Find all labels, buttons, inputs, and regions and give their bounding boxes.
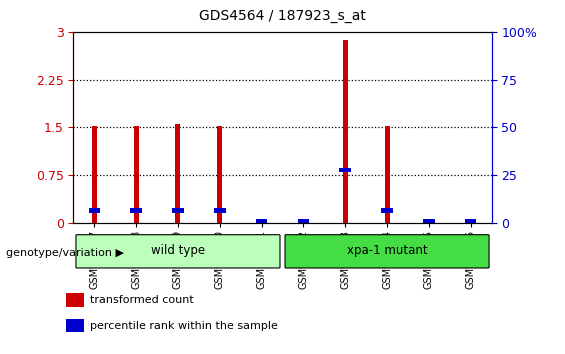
Bar — [298, 219, 309, 223]
Text: genotype/variation ▶: genotype/variation ▶ — [6, 248, 124, 258]
Bar — [343, 40, 347, 223]
Text: GDS4564 / 187923_s_at: GDS4564 / 187923_s_at — [199, 9, 366, 23]
Bar — [66, 293, 84, 307]
Text: xpa-1 mutant: xpa-1 mutant — [347, 244, 427, 257]
Bar — [423, 219, 434, 223]
Bar — [427, 222, 431, 223]
Text: percentile rank within the sample: percentile rank within the sample — [90, 320, 279, 331]
Bar — [92, 126, 97, 223]
Bar — [218, 126, 222, 223]
Bar — [468, 222, 473, 223]
Bar — [465, 219, 476, 223]
FancyBboxPatch shape — [285, 235, 489, 268]
Bar — [385, 126, 389, 223]
Bar — [259, 222, 264, 223]
Bar — [131, 208, 142, 212]
Bar — [172, 208, 184, 212]
Bar — [381, 208, 393, 212]
Bar — [176, 124, 180, 223]
Bar — [66, 319, 84, 332]
Bar — [214, 208, 225, 212]
Bar — [340, 168, 351, 172]
Text: wild type: wild type — [151, 244, 205, 257]
Bar — [134, 126, 138, 223]
Bar — [89, 208, 100, 212]
Bar — [256, 219, 267, 223]
Text: transformed count: transformed count — [90, 295, 194, 305]
FancyBboxPatch shape — [76, 235, 280, 268]
Bar — [301, 221, 306, 223]
